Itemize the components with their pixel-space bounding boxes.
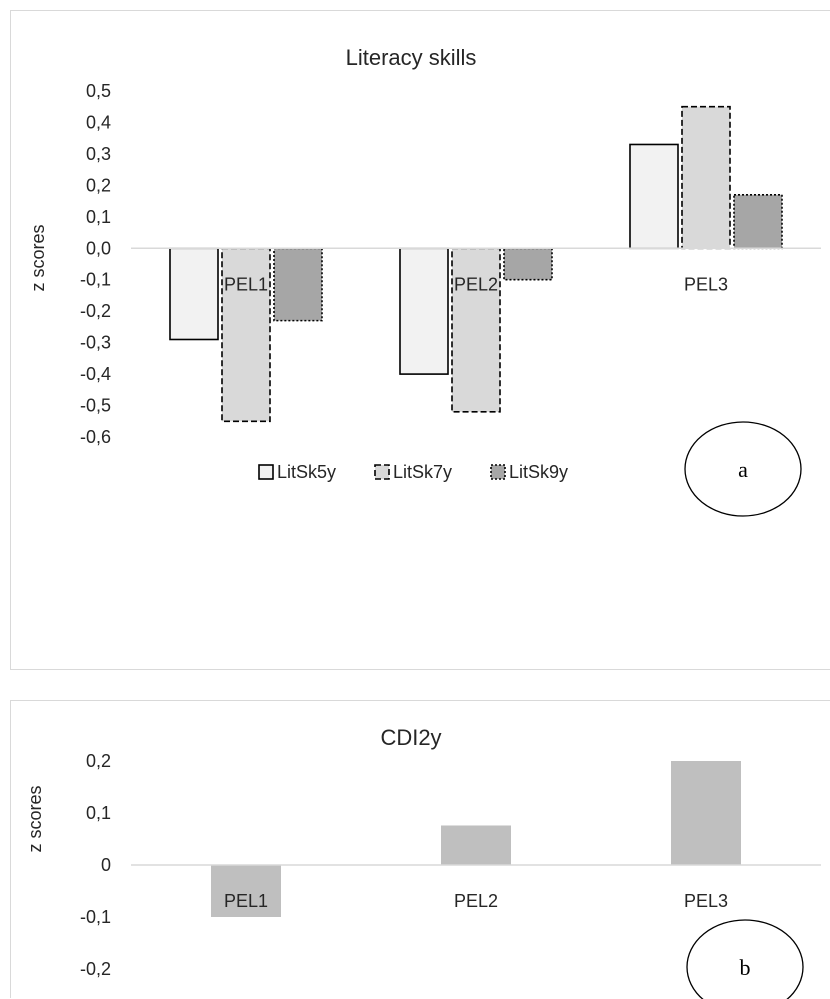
x-category-label: PEL3 [684,274,728,294]
bar-PEL1 [211,865,281,917]
chart-panel-literacy: Literacy skills z scores 0,5 0,4 0,3 0,2 0,1… [10,10,830,670]
x-category-label: PEL3 [684,891,728,911]
bar-LitSk9y-PEL3 [733,194,783,250]
legend-item-LitSk7y: LitSk7y [374,462,452,482]
chart-cdi2y: CDI2y z scores 0,2 0,1 0 -0,1 -0,2 PEL1 PEL2 P… [25,725,821,999]
y-tick-label: 0,0 [86,238,111,258]
y-tick-label: -0,1 [80,270,111,290]
panel-label-badge: b [686,919,804,999]
panel-label: a [738,457,748,482]
y-axis-title: z scores [28,224,48,291]
y-tick-label: -0,6 [80,427,111,447]
y-tick-label: 0,1 [86,207,111,227]
y-tick-label: 0,1 [86,803,111,823]
bar-LitSk9y-PEL2 [503,247,553,281]
legend-label: LitSk5y [277,462,336,482]
y-tick-label: -0,2 [80,959,111,979]
x-category-label: PEL1 [224,891,268,911]
legend-label: LitSk9y [509,462,568,482]
bar-PEL2 [441,825,511,865]
y-tick-label: 0,4 [86,112,111,132]
y-tick-label: 0,3 [86,144,111,164]
x-category-label: PEL1 [224,274,268,294]
chart-panel-cdi: CDI2y z scores 0,2 0,1 0 -0,1 -0,2 PEL1 PEL2 P… [10,700,830,999]
y-tick-label: -0,1 [80,907,111,927]
bar-LitSk9y-PEL1 [273,247,323,322]
legend-swatch [258,464,274,480]
legend-item-LitSk5y: LitSk5y [258,462,336,482]
chart-title: Literacy skills [346,45,477,70]
chart-literacy-skills: Literacy skills z scores 0,5 0,4 0,3 0,2 0,1… [28,45,821,517]
legend-swatch [374,464,390,480]
bar-LitSk7y-PEL1 [221,247,271,423]
bar-LitSk7y-PEL2 [451,247,501,413]
x-category-label: PEL2 [454,274,498,294]
chart-title: CDI2y [380,725,441,750]
y-tick-label: -0,2 [80,301,111,321]
legend-swatch [490,464,506,480]
legend-label: LitSk7y [393,462,452,482]
bar-LitSk5y-PEL1 [169,247,219,341]
y-tick-label: -0,5 [80,396,111,416]
legend-item-LitSk9y: LitSk9y [490,462,568,482]
y-tick-label: 0,2 [86,175,111,195]
y-tick-label: 0,2 [86,751,111,771]
y-tick-label: -0,4 [80,364,111,384]
bar-LitSk5y-PEL3 [629,143,679,250]
bar-LitSk5y-PEL2 [399,247,449,375]
y-tick-label: -0,3 [80,333,111,353]
x-category-label: PEL2 [454,891,498,911]
bar-PEL3 [671,761,741,865]
y-axis-title: z scores [25,785,45,852]
panel-label-badge: a [684,421,802,517]
y-tick-label: 0,5 [86,81,111,101]
bar-LitSk7y-PEL3 [681,105,731,250]
panel-label: b [740,955,751,980]
y-tick-label: 0 [101,855,111,875]
